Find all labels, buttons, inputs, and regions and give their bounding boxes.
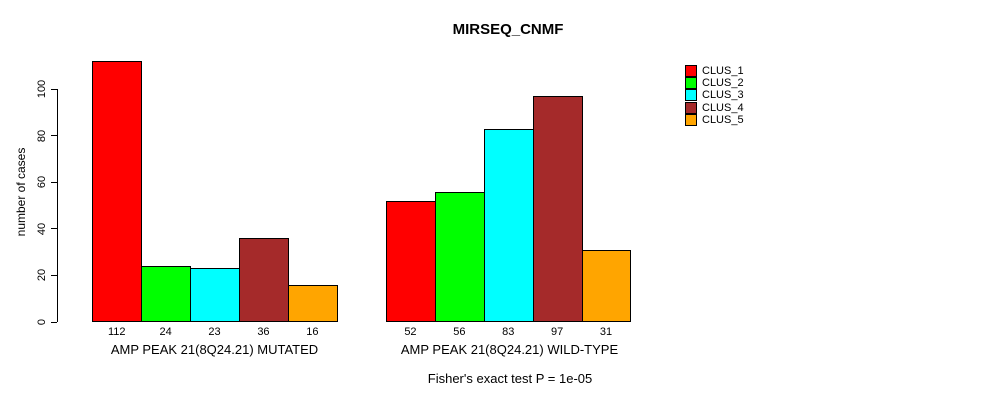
legend-swatch bbox=[685, 65, 697, 77]
y-tick-mark bbox=[51, 274, 57, 276]
bar-clus_1 bbox=[92, 61, 143, 322]
y-tick-label: 40 bbox=[36, 222, 48, 236]
y-tick-label: 20 bbox=[36, 269, 48, 282]
legend-item: CLUS_3 bbox=[685, 89, 744, 102]
legend-label: CLUS_3 bbox=[702, 89, 744, 102]
y-tick-label: 100 bbox=[36, 80, 48, 99]
y-tick-label: 60 bbox=[36, 176, 48, 189]
y-tick-mark bbox=[51, 135, 57, 137]
bar-clus_5 bbox=[287, 284, 338, 322]
y-tick-label: 0 bbox=[36, 318, 48, 326]
legend-label: CLUS_4 bbox=[702, 101, 744, 114]
legend-item: CLUS_1 bbox=[685, 65, 744, 77]
y-tick-mark bbox=[51, 181, 57, 183]
bar-value-label: 83 bbox=[502, 325, 515, 338]
legend-label: CLUS_5 bbox=[702, 113, 744, 126]
bar-clus_4 bbox=[532, 96, 583, 322]
legend-swatch bbox=[685, 89, 697, 102]
y-axis-label: number of cases bbox=[14, 147, 28, 237]
bar-clus_3 bbox=[190, 268, 240, 322]
legend-item: CLUS_2 bbox=[685, 77, 744, 90]
y-tick-mark bbox=[51, 321, 57, 323]
bar-clus_4 bbox=[239, 238, 289, 322]
legend-swatch bbox=[685, 113, 697, 126]
bar-value-label: 36 bbox=[257, 325, 270, 338]
fisher-test-annotation: Fisher's exact test P = 1e-05 bbox=[427, 371, 593, 386]
legend-label: CLUS_1 bbox=[702, 65, 744, 77]
bar-clus_2 bbox=[434, 191, 485, 322]
legend-swatch bbox=[685, 77, 697, 90]
legend-swatch bbox=[685, 101, 697, 114]
y-axis-line bbox=[57, 89, 58, 322]
legend-label: CLUS_2 bbox=[702, 77, 744, 90]
bar-value-label: 97 bbox=[551, 325, 564, 338]
bar-value-label: 52 bbox=[404, 325, 417, 338]
bar-value-label: 31 bbox=[599, 325, 613, 338]
legend-item: CLUS_5 bbox=[685, 113, 744, 126]
bar-value-label: 23 bbox=[208, 325, 221, 338]
bar-value-label: 112 bbox=[107, 325, 126, 338]
y-tick-mark bbox=[51, 228, 57, 230]
bar-value-label: 16 bbox=[306, 325, 319, 338]
bar-clus_3 bbox=[483, 128, 534, 322]
bar-clus_2 bbox=[141, 266, 192, 322]
bar-clus_5 bbox=[581, 249, 632, 322]
bar-value-label: 56 bbox=[453, 325, 466, 338]
chart-title: MIRSEQ_CNMF bbox=[452, 21, 564, 38]
group-label-mutated: AMP PEAK 21(8Q24.21) MUTATED bbox=[110, 341, 319, 357]
y-tick-mark bbox=[51, 88, 57, 90]
group-label-wild-type: AMP PEAK 21(8Q24.21) WILD-TYPE bbox=[400, 341, 619, 357]
bar-value-label: 24 bbox=[159, 325, 172, 338]
bar-clus_1 bbox=[386, 200, 436, 322]
y-tick-label: 80 bbox=[36, 129, 48, 142]
legend-item: CLUS_4 bbox=[685, 101, 744, 114]
